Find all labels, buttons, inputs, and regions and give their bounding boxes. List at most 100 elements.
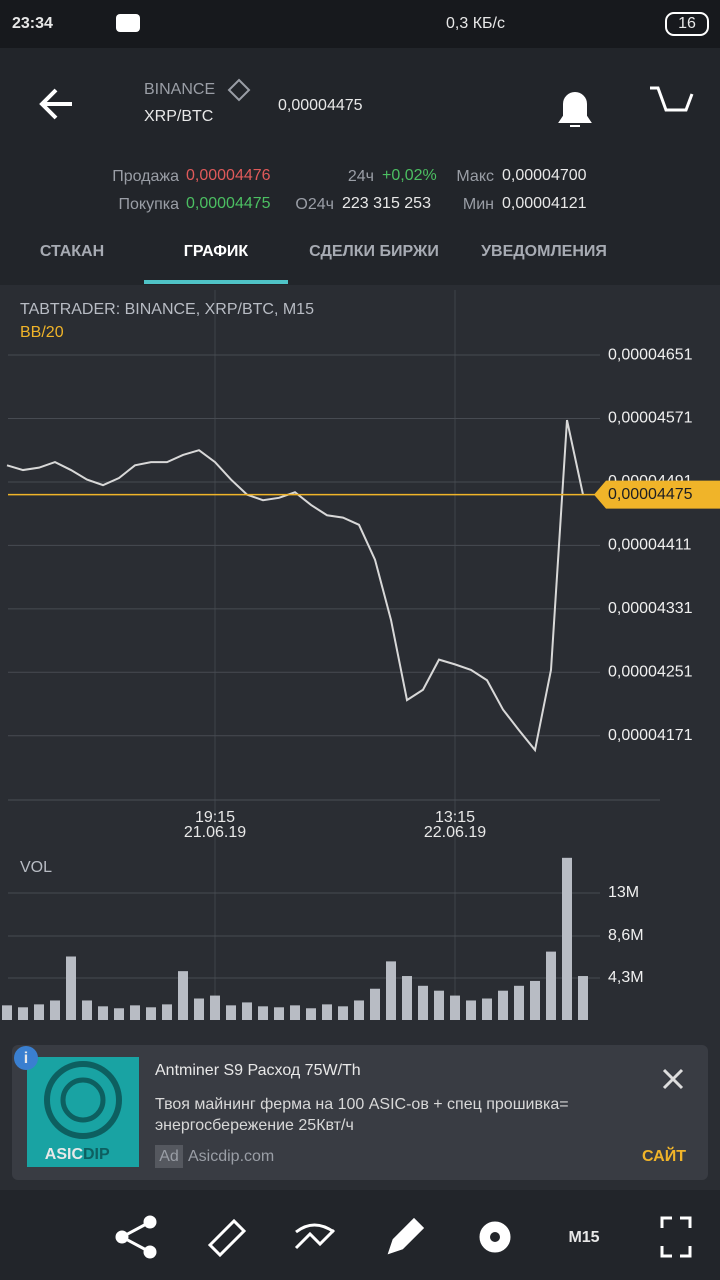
buy-label: Покупка: [119, 196, 180, 213]
volume-label: O24ч: [295, 196, 334, 213]
volume-bar: [498, 990, 508, 1020]
y-tick-label: 0,00004651: [608, 346, 693, 363]
chart-title: VOL: [20, 859, 52, 876]
volume-bar: [98, 1006, 108, 1020]
chart-area: [0, 285, 720, 1035]
volume-bar: [306, 1008, 316, 1020]
volume-bar: [386, 961, 396, 1020]
volume-bar: [450, 995, 460, 1020]
tab[interactable]: ГРАФИК: [184, 243, 249, 260]
volume-bar: [34, 1004, 44, 1020]
y-tick-label: 0,00004571: [608, 410, 693, 427]
y-tick-label: 8,6M: [608, 927, 644, 944]
max-price: 0,00004700: [502, 167, 587, 184]
volume-bar: [370, 988, 380, 1020]
max-label: Макс: [456, 168, 494, 185]
volume-bar: [338, 1006, 348, 1020]
add-to-cart-button[interactable]: [650, 86, 694, 112]
status-bar: [0, 0, 720, 48]
volume-bar: [18, 1007, 28, 1020]
change: +0,02%: [382, 167, 437, 184]
tab[interactable]: СТАКАН: [40, 243, 104, 260]
volume-bar: [290, 1005, 300, 1020]
volume-bar: [466, 1000, 476, 1020]
x-tick-label: 19:15: [195, 809, 235, 826]
ad-info-icon[interactable]: [14, 1046, 38, 1070]
ad-logo-text: ASIC: [45, 1146, 84, 1163]
last-price: 0,00004475: [278, 97, 363, 114]
volume-bar: [210, 995, 220, 1020]
share-button[interactable]: [115, 1215, 157, 1259]
volume-bar: [130, 1005, 140, 1020]
exchange-logo: [227, 78, 251, 102]
ad-badge-bg: [155, 1145, 183, 1168]
volume-bar: [50, 1000, 60, 1020]
exchange-name: BINANCE: [144, 81, 215, 98]
timeframe[interactable]: M15: [568, 1229, 599, 1246]
settings-hole: [490, 1232, 500, 1242]
draw-button[interactable]: [387, 1217, 425, 1255]
chart-title: TABTRADER: BINANCE, XRP/BTC, M15: [20, 301, 314, 318]
price-line: [6, 419, 584, 753]
volume-bar: [562, 857, 572, 1020]
volume-bar: [546, 951, 556, 1020]
clock: 23:34: [12, 15, 53, 32]
ad-logo-mark: [60, 1077, 106, 1123]
ad-title: Antminer S9 Расход 75W/Th: [155, 1062, 361, 1079]
change-label: 24ч: [348, 168, 374, 185]
sell-label: Продажа: [112, 168, 179, 185]
tab[interactable]: СДЕЛКИ БИРЖИ: [309, 243, 439, 260]
alert-button[interactable]: [558, 92, 592, 127]
x-tick-date: 21.06.19: [184, 824, 246, 841]
min-label: Мин: [463, 196, 494, 213]
y-tick-label: 0,00004411: [608, 537, 691, 554]
volume-bar: [226, 1005, 236, 1020]
volume-bar: [114, 1008, 124, 1020]
volume-bar: [354, 1000, 364, 1020]
ad-cta[interactable]: САЙТ: [642, 1146, 686, 1165]
volume-bar: [322, 1004, 332, 1020]
ad-logo-mark: [44, 1061, 122, 1139]
volume-bar: [2, 1005, 12, 1020]
indicator-label: BB/20: [20, 324, 64, 341]
fullscreen-button[interactable]: [660, 1216, 692, 1258]
volume-bar: [514, 985, 524, 1020]
tab[interactable]: УВЕДОМЛЕНИЯ: [481, 243, 607, 260]
volume-bar: [162, 1004, 172, 1020]
ad-close[interactable]: [662, 1068, 684, 1090]
toolbar: [0, 1190, 720, 1280]
ad-logo: [27, 1057, 139, 1167]
ad-badge: Ad: [159, 1148, 179, 1165]
pair: XRP/BTC: [144, 108, 213, 125]
y-tick-label: 0,00004331: [608, 600, 693, 617]
back-button[interactable]: [39, 88, 72, 120]
buy-price: 0,00004475: [186, 195, 271, 212]
x-tick-label: 13:15: [435, 809, 475, 826]
price-chart: TABTRADER: BINANCE, XRP/BTC, M15 BB/20 19:…: [6, 290, 720, 1020]
indicators-button[interactable]: [294, 1223, 336, 1250]
volume-bar: [402, 976, 412, 1020]
volume-bar: [274, 1007, 284, 1020]
status-icon: [116, 14, 140, 32]
volume-bar: [178, 971, 188, 1020]
volume-24h: 223 315 253: [342, 195, 431, 212]
battery: [665, 12, 709, 36]
volume-bar: [146, 1007, 156, 1020]
ad-body-box: Твоя майнинг ферма на 100 ASIC-ов + спец…: [155, 1096, 569, 1134]
volume-bar: [82, 1000, 92, 1020]
x-tick-date: 22.06.19: [424, 824, 486, 841]
current-price-label: 0,00004475: [608, 486, 693, 503]
ad-card[interactable]: [12, 1045, 708, 1180]
ruler-button[interactable]: [207, 1218, 247, 1258]
sell-price: 0,00004476: [186, 167, 271, 184]
volume-bar: [258, 1006, 268, 1020]
min-price: 0,00004121: [502, 195, 587, 212]
volume-bar: [530, 980, 540, 1020]
volume-bar: [434, 990, 444, 1020]
battery-level: 16: [678, 15, 696, 32]
volume-chart: VOL 4,3M 8,6M 13M: [2, 857, 644, 1020]
volume-bar: [418, 985, 428, 1020]
ad-logo-text: DIP: [83, 1146, 110, 1163]
